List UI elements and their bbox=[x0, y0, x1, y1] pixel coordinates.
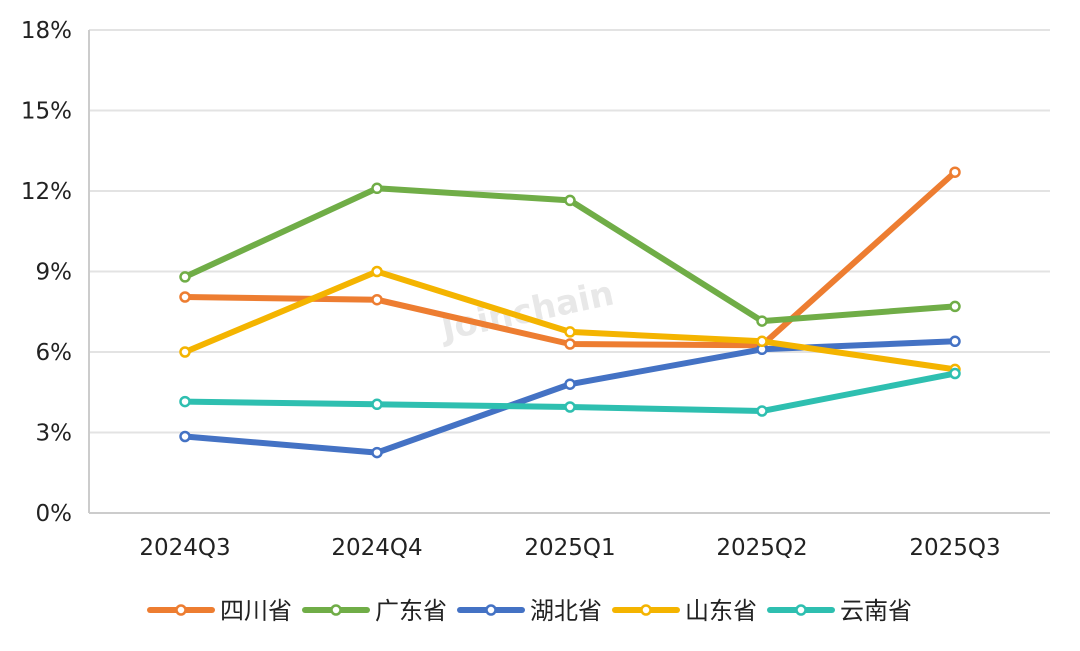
data-point bbox=[179, 291, 191, 303]
legend-label: 湖北省 bbox=[530, 597, 602, 625]
data-point bbox=[371, 446, 383, 459]
legend-label: 广东省 bbox=[375, 597, 447, 625]
legend-item: 山东省 bbox=[612, 597, 757, 625]
x-tick-label: 2025Q2 bbox=[716, 535, 807, 561]
legend-marker bbox=[175, 604, 187, 616]
data-point bbox=[949, 367, 961, 380]
y-tick-label: 3% bbox=[36, 421, 73, 447]
data-point bbox=[949, 300, 961, 313]
data-point bbox=[564, 401, 576, 413]
legend-marker bbox=[330, 604, 342, 616]
legend-label: 山东省 bbox=[685, 597, 757, 625]
axes bbox=[88, 30, 1050, 514]
legend-marker bbox=[640, 604, 652, 616]
series-4 bbox=[179, 367, 961, 417]
y-tick-label: 0% bbox=[36, 501, 73, 527]
x-tick-labels: 2024Q3 2024Q4 2025Q1 2025Q2 2025Q3 bbox=[139, 535, 1000, 561]
data-point bbox=[564, 378, 576, 390]
x-tick-label: 2024Q3 bbox=[139, 535, 230, 561]
data-point bbox=[564, 338, 576, 350]
x-tick-label: 2025Q1 bbox=[524, 535, 615, 561]
series-lines bbox=[179, 166, 961, 459]
legend-item: 云南省 bbox=[767, 597, 912, 625]
series-2 bbox=[179, 335, 961, 459]
data-point bbox=[949, 335, 961, 348]
watermark: Joinchain bbox=[436, 273, 617, 349]
data-point bbox=[179, 395, 191, 408]
legend-marker bbox=[485, 604, 497, 616]
data-point bbox=[371, 182, 383, 195]
y-tick-label: 9% bbox=[36, 260, 73, 286]
y-tick-label: 12% bbox=[21, 179, 72, 205]
data-point bbox=[564, 194, 576, 207]
data-point bbox=[371, 398, 383, 411]
data-point bbox=[179, 430, 191, 443]
y-tick-label: 15% bbox=[21, 99, 72, 125]
data-point bbox=[179, 271, 191, 283]
legend-label: 云南省 bbox=[840, 597, 912, 625]
legend-label: 四川省 bbox=[220, 597, 292, 625]
y-tick-label: 6% bbox=[36, 340, 73, 366]
x-tick-label: 2024Q4 bbox=[331, 535, 422, 561]
legend-item: 四川省 bbox=[147, 597, 292, 625]
data-point bbox=[756, 315, 768, 327]
legend: 四川省 广东省 湖北省 山东省 云南省 bbox=[147, 597, 912, 625]
x-tick-label: 2025Q3 bbox=[909, 535, 1000, 561]
grid-lines bbox=[89, 29, 1050, 434]
data-point bbox=[564, 326, 576, 338]
data-point bbox=[949, 166, 961, 178]
y-tick-labels: 0% 3% 6% 9% 12% 15% 18% bbox=[21, 18, 72, 527]
data-point bbox=[756, 405, 768, 417]
data-point bbox=[756, 335, 768, 348]
data-point bbox=[179, 346, 191, 358]
data-point bbox=[371, 293, 383, 306]
legend-item: 广东省 bbox=[302, 597, 447, 625]
data-point bbox=[371, 265, 383, 278]
legend-marker bbox=[795, 604, 807, 616]
y-tick-label: 18% bbox=[21, 18, 72, 44]
series-1 bbox=[179, 182, 961, 327]
legend-item: 湖北省 bbox=[457, 597, 602, 625]
